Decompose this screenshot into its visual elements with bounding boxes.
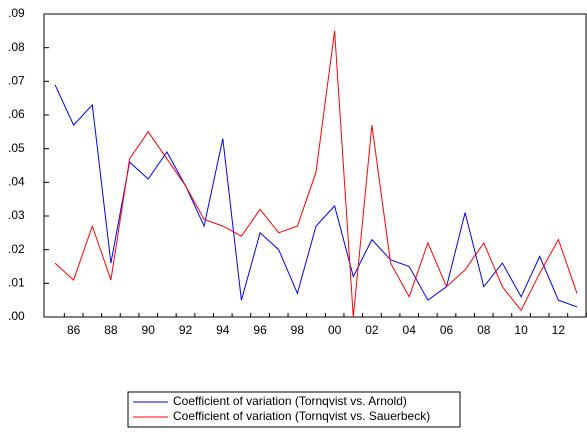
y-tick-label: .09 [8, 6, 25, 20]
x-tick-label: 10 [514, 323, 528, 337]
y-tick-label: .08 [8, 40, 25, 54]
x-tick-label: 86 [67, 323, 81, 337]
x-tick-label: 98 [291, 323, 305, 337]
x-tick-label: 94 [216, 323, 230, 337]
series-line [54, 84, 578, 308]
x-tick-label: 90 [142, 323, 156, 337]
y-tick-label: .02 [8, 242, 25, 256]
x-tick-label: 88 [104, 323, 118, 337]
x-tick-label: 02 [365, 323, 379, 337]
x-tick-label: 92 [179, 323, 193, 337]
y-tick-label: .04 [8, 175, 25, 189]
x-tick-label: 12 [552, 323, 566, 337]
y-tick-label: .06 [8, 107, 25, 121]
x-tick-label: 00 [328, 323, 342, 337]
x-tick-label: 04 [403, 323, 417, 337]
legend-label: Coefficient of variation (Tornqvist vs. … [173, 394, 407, 408]
series-line [54, 30, 578, 318]
x-tick-label: 96 [253, 323, 267, 337]
y-tick-label: .00 [8, 309, 25, 323]
y-tick-label: .07 [8, 74, 25, 88]
plot-frame [43, 13, 587, 318]
y-tick-label: .03 [8, 208, 25, 222]
legend-label: Coefficient of variation (Tornqvist vs. … [173, 409, 430, 423]
x-tick-label: 08 [477, 323, 491, 337]
y-tick-label: .05 [8, 141, 25, 155]
y-tick-label: .01 [8, 276, 25, 290]
x-tick-label: 06 [440, 323, 454, 337]
legend-box [127, 391, 461, 428]
